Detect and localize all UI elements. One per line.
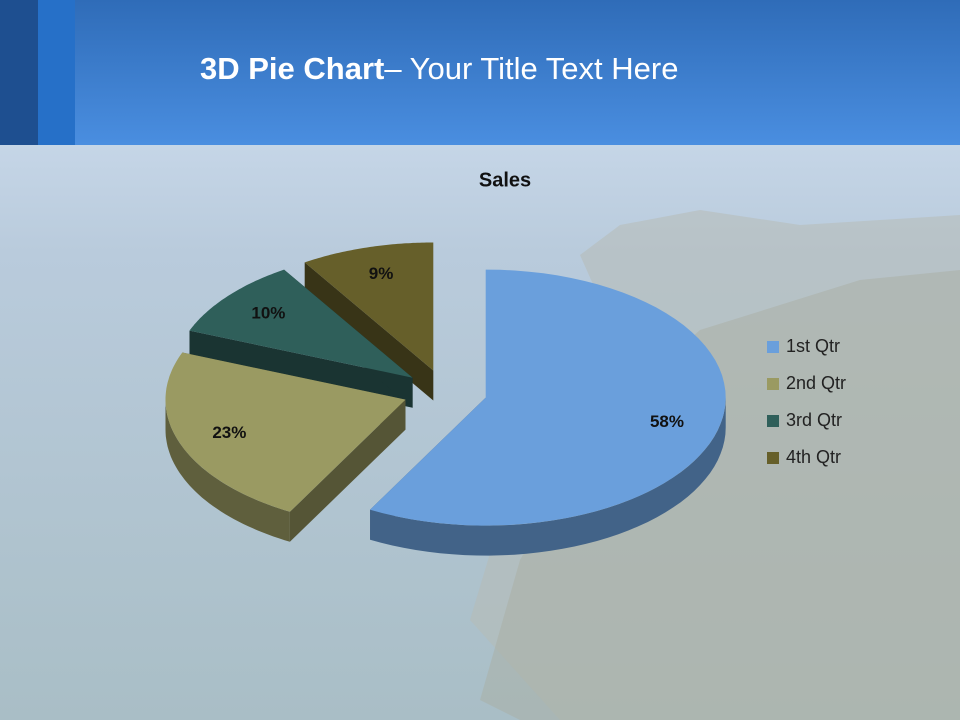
legend-label: 3rd Qtr (786, 410, 842, 430)
header-band (0, 0, 960, 145)
header-strip (0, 0, 38, 145)
header-strip (38, 0, 75, 145)
slice-side (370, 397, 726, 556)
title-rest: – Your Title Text Here (384, 51, 678, 86)
slice-side (165, 399, 290, 542)
title-bold: 3D Pie Chart (200, 51, 384, 86)
slice-wall (304, 262, 434, 401)
data-label: 9% (369, 264, 394, 283)
landscape-cliff (480, 270, 960, 720)
slice-top (189, 269, 413, 378)
slice-wall (189, 330, 413, 408)
legend-swatch (767, 452, 779, 464)
slide-title: 3D Pie Chart– Your Title Text Here (200, 51, 678, 86)
legend-swatch (767, 415, 779, 427)
slice-top (304, 242, 434, 371)
slice-top (370, 269, 726, 526)
legend-swatch (767, 378, 779, 390)
data-label: 10% (251, 304, 285, 323)
legend-label: 1st Qtr (786, 336, 840, 356)
data-label: 58% (650, 412, 684, 431)
legend-swatch (767, 341, 779, 353)
pie-slice (165, 352, 406, 542)
legend-label: 4th Qtr (786, 447, 841, 467)
chart-title: Sales (479, 169, 531, 191)
data-label: 23% (212, 423, 246, 442)
pie-slice (189, 269, 413, 408)
slice-wall (289, 399, 406, 542)
pie-slice (370, 269, 726, 556)
slice-top (165, 352, 406, 512)
pie-slice (304, 242, 434, 401)
legend-label: 2nd Qtr (786, 373, 846, 393)
